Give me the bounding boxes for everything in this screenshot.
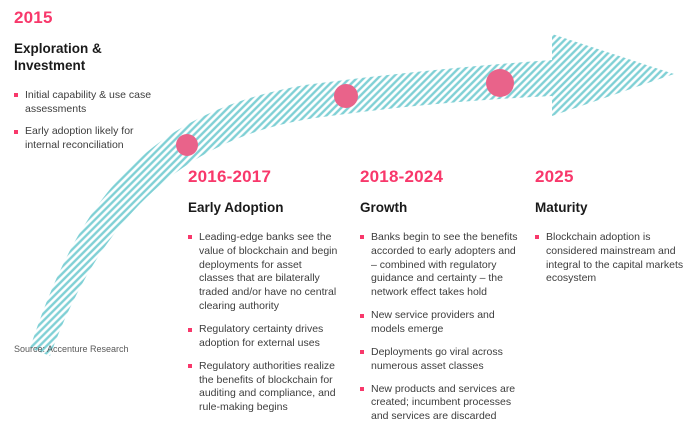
phase-year: 2018-2024 [360, 167, 444, 186]
phase-bullet: Early adoption likely for internal recon… [14, 125, 164, 153]
phase-bullet: Deployments go viral across numerous ass… [360, 346, 518, 374]
phase-year: 2016-2017 [188, 167, 272, 186]
phase-bullet: Banks begin to see the benefits accorded… [360, 231, 518, 300]
phase-column-2025: 2025 Maturity Blockchain adoption is con… [535, 167, 687, 295]
phase-bullet: Initial capability & use case assessment… [14, 89, 164, 117]
phase-bullet: New products and services are created; i… [360, 383, 518, 423]
phase-bullet: Blockchain adoption is considered mainst… [535, 231, 687, 286]
phase-bullets: Blockchain adoption is considered mainst… [535, 231, 687, 286]
phase-bullet: Leading-edge banks see the value of bloc… [188, 231, 338, 314]
phase-column-2018-2024: 2018-2024 Growth Banks begin to see the … [360, 167, 518, 423]
source-text: Source: Accenture Research [14, 344, 129, 354]
phase-year: 2025 [535, 167, 574, 186]
phase-bullet: Regulatory authorities realize the benef… [188, 360, 338, 415]
phase-bullets: Banks begin to see the benefits accorded… [360, 231, 518, 423]
phase-bullet: New service providers and models emerge [360, 309, 518, 337]
phase-bullets: Leading-edge banks see the value of bloc… [188, 231, 338, 415]
milestone-dot-2018 [334, 84, 358, 108]
milestone-dot-2016 [176, 134, 198, 156]
phase-column-2015: 2015 Exploration & Investment Initial ca… [14, 8, 164, 162]
phase-title: Early Adoption [188, 200, 284, 215]
phase-title: Growth [360, 200, 408, 215]
phase-bullets: Initial capability & use case assessment… [14, 89, 164, 153]
phase-title: Maturity [535, 200, 588, 215]
milestone-dot-2025 [486, 69, 514, 97]
phase-bullet: Regulatory certainty drives adoption for… [188, 323, 338, 351]
phase-title: Exploration & Investment [14, 41, 102, 73]
phase-year: 2015 [14, 8, 53, 27]
phase-column-2016-2017: 2016-2017 Early Adoption Leading-edge ba… [188, 167, 338, 423]
